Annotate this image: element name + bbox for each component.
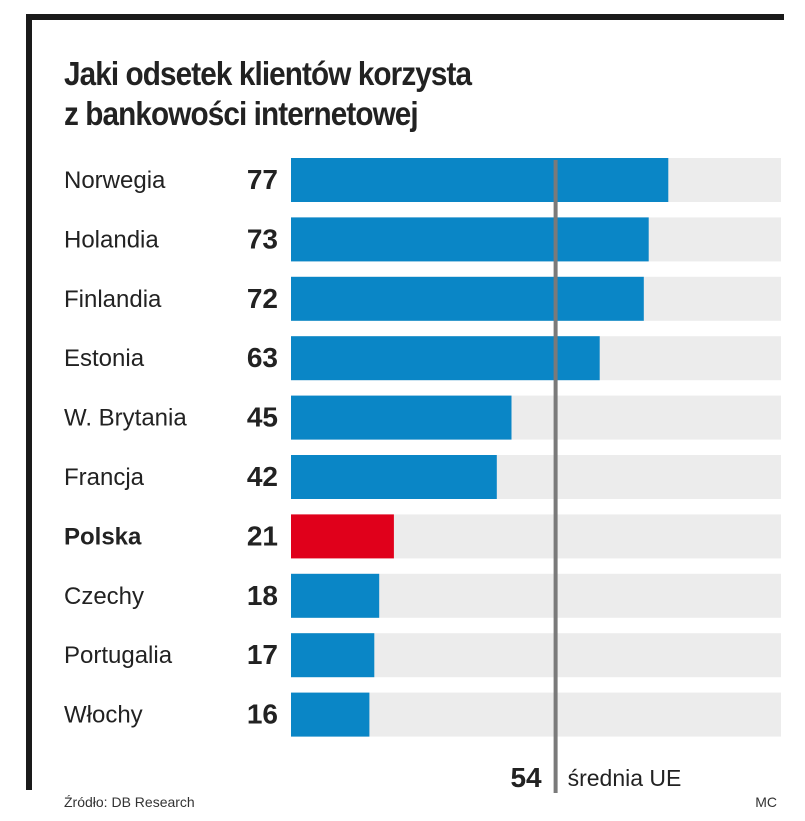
bar	[291, 217, 649, 262]
value-label: 73	[247, 223, 278, 254]
bar	[291, 455, 497, 499]
category-label: Polska	[64, 523, 142, 550]
category-label: Finlandia	[64, 286, 162, 313]
chart-title-line-2: z bankowości internetowej	[64, 95, 419, 132]
category-label: Norwegia	[64, 167, 166, 194]
category-label: Włochy	[64, 702, 143, 729]
bar	[291, 158, 669, 202]
category-label: Czechy	[64, 583, 144, 610]
frame-left-rule	[26, 14, 32, 790]
bar	[291, 692, 370, 737]
value-label: 18	[247, 580, 278, 611]
value-label: 72	[247, 283, 278, 314]
chart-title: Jaki odsetek klientów korzysta z bankowo…	[64, 54, 472, 134]
chart-title-line-1: Jaki odsetek klientów korzysta	[64, 55, 472, 92]
category-label: Portugalia	[64, 642, 173, 669]
bar	[291, 395, 512, 440]
bar	[291, 514, 394, 559]
value-label: 77	[247, 164, 278, 195]
value-label: 42	[247, 461, 278, 492]
category-label: Holandia	[64, 226, 159, 253]
source-note: Źródło: DB Research	[64, 794, 195, 810]
bar	[291, 633, 375, 678]
category-label: Estonia	[64, 345, 145, 372]
category-label: W. Brytania	[64, 405, 187, 432]
bar	[291, 336, 600, 381]
value-label: 21	[247, 520, 278, 551]
frame-top-rule	[26, 14, 784, 20]
author-credit: MC	[755, 794, 777, 810]
bar-track	[291, 692, 781, 737]
average-text-label: średnia UE	[568, 765, 682, 791]
value-label: 16	[247, 699, 278, 730]
bar	[291, 573, 380, 618]
bar	[291, 276, 644, 321]
value-label: 45	[247, 402, 278, 433]
value-label: 17	[247, 639, 278, 670]
category-label: Francja	[64, 464, 145, 491]
average-value-label: 54	[510, 762, 542, 793]
value-label: 63	[247, 342, 278, 373]
